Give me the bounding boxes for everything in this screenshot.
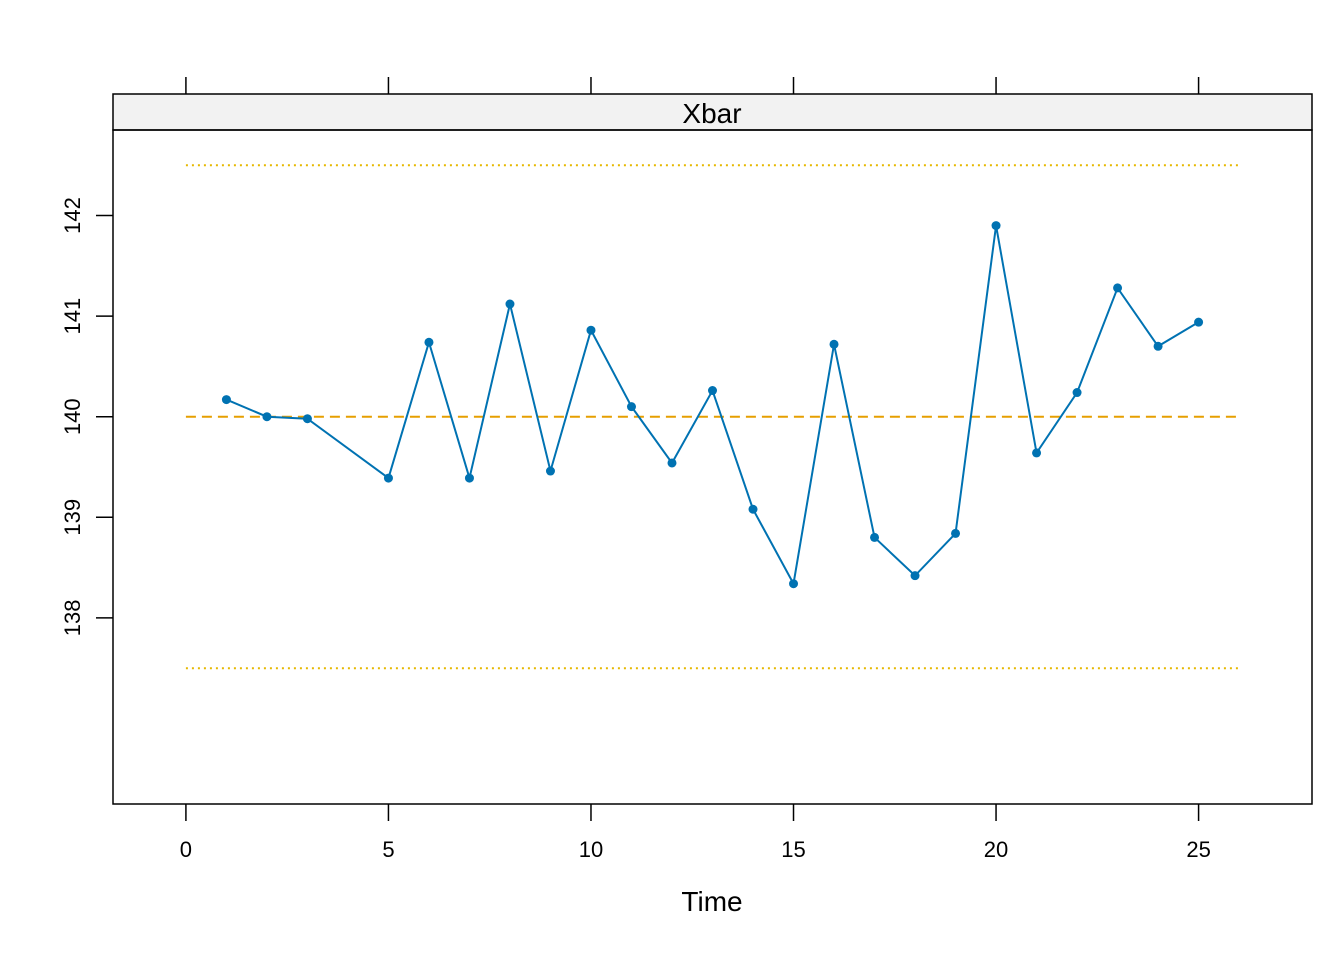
top-axis-ticks xyxy=(185,77,1200,94)
y-tick-label: 139 xyxy=(60,499,85,536)
y-tick-label: 138 xyxy=(60,600,85,637)
chart-title: Xbar xyxy=(682,98,741,129)
y-tick-label: 141 xyxy=(60,298,85,335)
y-tick-label: 140 xyxy=(60,398,85,435)
data-point xyxy=(505,299,515,309)
data-point xyxy=(1153,341,1163,351)
data-point xyxy=(383,473,393,483)
y-axis: 138 139 140 141 142 xyxy=(60,197,113,636)
data-point xyxy=(1194,317,1204,327)
data-point xyxy=(545,466,555,476)
data-point xyxy=(748,504,758,514)
data-point xyxy=(870,532,880,542)
data-point xyxy=(910,571,920,581)
data-point xyxy=(424,337,434,347)
y-tick-label: 142 xyxy=(60,197,85,234)
x-tick-label: 15 xyxy=(781,837,805,862)
data-point xyxy=(302,414,312,424)
data-point xyxy=(829,339,839,349)
x-tick-label: 5 xyxy=(382,837,394,862)
data-point xyxy=(586,325,596,335)
data-point xyxy=(1113,283,1123,293)
series-line xyxy=(226,225,1200,587)
x-tick-label: 20 xyxy=(984,837,1008,862)
x-tick-label: 25 xyxy=(1186,837,1210,862)
data-point xyxy=(789,579,799,589)
data-series xyxy=(221,221,1204,589)
plot-panel xyxy=(112,129,1313,805)
data-point xyxy=(951,528,961,538)
data-point xyxy=(1032,448,1042,458)
data-point xyxy=(991,221,1001,231)
control-lines xyxy=(185,164,1240,670)
data-point xyxy=(221,395,231,405)
x-tick-label: 0 xyxy=(180,837,192,862)
data-point xyxy=(626,402,636,412)
data-point xyxy=(262,412,272,422)
data-point xyxy=(1072,388,1082,398)
data-point xyxy=(667,458,677,468)
data-point xyxy=(464,473,474,483)
x-axis: 0 5 10 15 20 25 xyxy=(180,804,1211,862)
x-tick-label: 10 xyxy=(579,837,603,862)
strip-background xyxy=(112,93,1313,131)
x-axis-title: Time xyxy=(681,886,742,917)
data-point xyxy=(708,386,717,396)
